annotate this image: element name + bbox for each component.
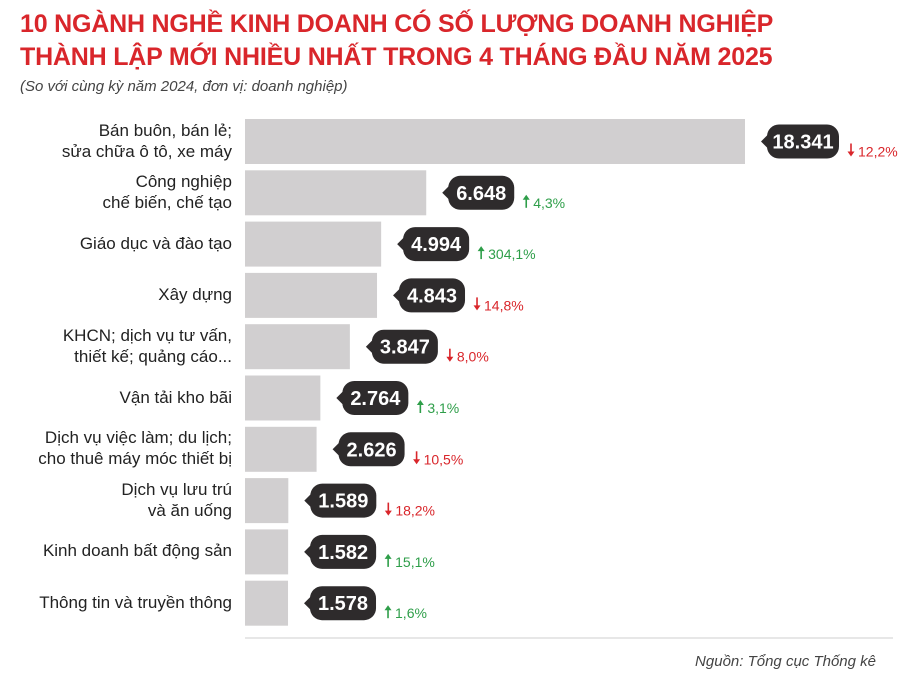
value-bubble [448, 175, 515, 210]
value-bubble [767, 124, 839, 159]
category-label-line: Xây dựng [158, 284, 232, 304]
value-bubble [338, 432, 405, 467]
source-note: Nguồn: Tổng cục Thống kê [695, 653, 876, 670]
category-label-line: chế biến, chế tạo [102, 192, 232, 212]
bar [245, 478, 289, 524]
value-label: 18.341 [772, 132, 833, 154]
value-label: 1.589 [318, 491, 368, 513]
value-label: 6.648 [456, 183, 506, 205]
change-label: 3,1% [427, 400, 459, 416]
category-label-line: Giáo dục và đào tạo [79, 233, 232, 253]
arrow-up-head [384, 605, 392, 611]
value-label: 2.764 [350, 388, 401, 410]
category-label-line: Kinh doanh bất động sản [42, 541, 232, 561]
value-bubble [403, 227, 470, 262]
category-label: Giáo dục và đào tạo [80, 233, 232, 254]
value-label: 1.582 [318, 542, 368, 564]
value-bubble [310, 483, 377, 518]
arrow-down-head [384, 510, 392, 516]
value-bubble [371, 329, 438, 364]
category-label: Bán buôn, bán lẻ; sửa chữa ô tô, xe máy [62, 120, 232, 162]
change-label: 14,8% [484, 297, 524, 313]
category-label-line: cho thuê máy móc thiết bị [38, 449, 232, 469]
category-label-line: KHCN; dịch vụ tư vấn, [62, 325, 232, 345]
category-label: KHCN; dịch vụ tư vấn, thiết kế; quảng cáo… [63, 325, 232, 367]
arrow-down-head [847, 151, 855, 157]
category-label-line: Dịch vụ việc làm; du lịch; [44, 428, 232, 448]
chart-subtitle: (So với cùng kỳ năm 2024, đơn vị: doanh … [20, 78, 348, 95]
category-label-line: Dịch vụ lưu trú [121, 479, 232, 499]
change-label: 15,1% [395, 554, 435, 570]
bar [245, 221, 382, 267]
bar [245, 170, 427, 216]
category-label: Dịch vụ việc làm; du lịch; cho thuê máy m… [38, 427, 232, 469]
arrow-up-head [477, 246, 485, 252]
bar [245, 324, 350, 370]
arrow-up-head [416, 400, 424, 405]
value-label: 2.626 [347, 439, 397, 461]
category-label-line: Thông tin và truyền thông [39, 592, 232, 612]
arrow-down-head [413, 459, 421, 465]
arrow-up-head [384, 553, 392, 559]
category-label-line: Công nghiệp [135, 171, 232, 191]
chart-title: 10 NGÀNH NGHỀ KINH DOANH CÓ SỐ LƯỢNG DOA… [20, 8, 890, 74]
change-label: 1,6% [395, 605, 427, 621]
change-label: 12,2% [858, 144, 898, 160]
category-label-line: sửa chữa ô tô, xe máy [61, 141, 232, 161]
change-label: 10,5% [424, 451, 464, 467]
category-label: Xây dựng [158, 284, 232, 305]
bar [245, 119, 745, 164]
bar [245, 375, 321, 421]
category-label: Kinh doanh bất động sản [43, 540, 232, 561]
chart-title-line1: 10 NGÀNH NGHỀ KINH DOANH CÓ SỐ LƯỢNG DOA… [20, 10, 774, 38]
category-label-line: và ăn uống [147, 500, 232, 520]
category-label: Thông tin và truyền thông [39, 592, 232, 613]
value-bubble [342, 381, 409, 415]
value-label: 4.843 [407, 285, 457, 307]
category-label-line: Bán buôn, bán lẻ; [98, 120, 232, 140]
bar [245, 426, 317, 472]
value-bubble [310, 586, 377, 621]
category-label-line: thiết kế; quảng cáo... [74, 346, 232, 366]
value-label: 4.994 [411, 234, 462, 256]
category-label: Dịch vụ lưu trú và ăn uống [121, 479, 232, 521]
bar [245, 529, 289, 575]
value-label: 1.578 [318, 593, 368, 615]
bar [245, 272, 378, 318]
value-bubble [310, 534, 377, 569]
category-label: Vận tải kho bãi [120, 387, 232, 408]
arrow-down-head [446, 356, 454, 362]
value-bubble [399, 278, 466, 313]
change-label: 18,2% [395, 503, 435, 519]
arrow-down-head [473, 305, 481, 311]
change-label: 8,0% [457, 349, 489, 365]
arrow-up-head [522, 194, 530, 200]
category-label-line: Vận tải kho bãi [119, 387, 232, 407]
category-label: Công nghiệp chế biến, chế tạo [103, 171, 232, 213]
change-label: 304,1% [488, 246, 535, 262]
chart-title-line2: THÀNH LẬP MỚI NHIỀU NHẤT TRONG 4 THÁNG Đ… [20, 43, 773, 71]
bar [245, 580, 289, 626]
value-label: 3.847 [380, 337, 430, 359]
change-label: 4,3% [533, 195, 565, 211]
